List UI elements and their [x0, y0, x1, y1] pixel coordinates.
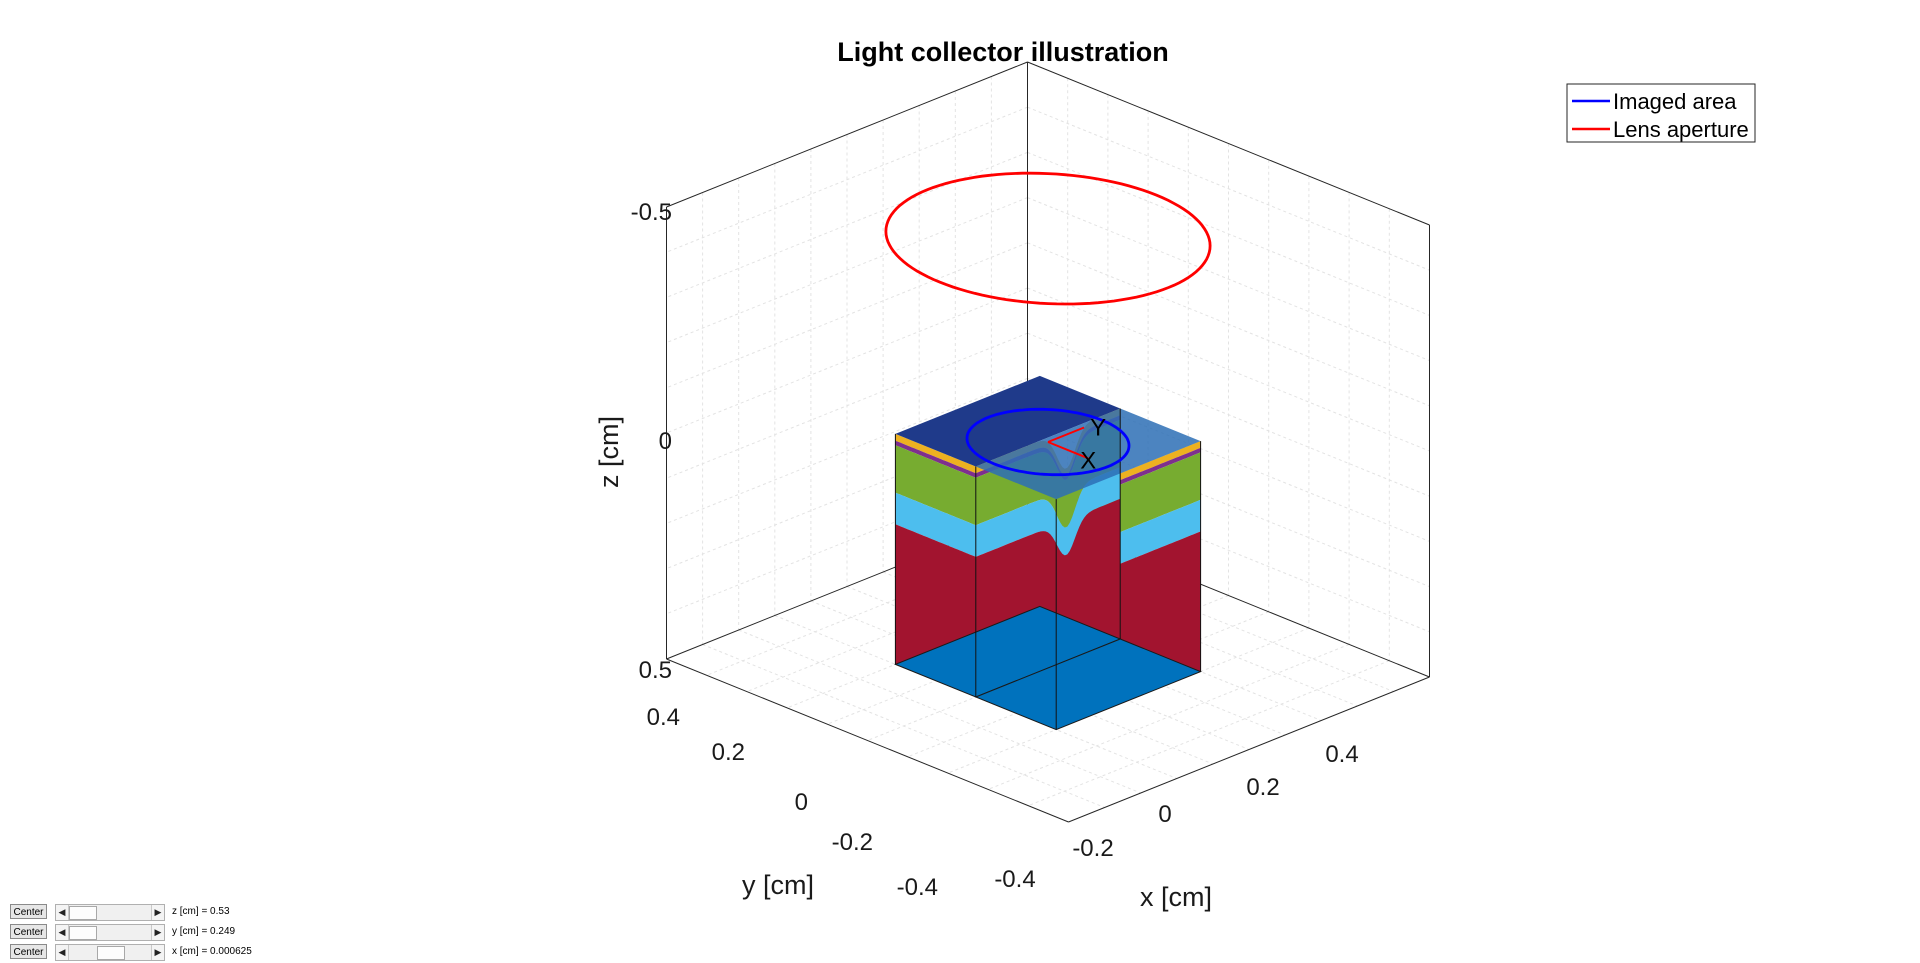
lens-aperture-ring [884, 171, 1212, 306]
face-yplus-left-green-layer [895, 445, 976, 526]
grid-line [1027, 332, 1430, 497]
frame-y-label: Y [1090, 415, 1106, 442]
legend-label-imaged-area: Imaged area [1613, 89, 1737, 114]
x-slider-left-arrow-icon[interactable]: ◀ [56, 945, 69, 960]
z-axis-label: z [cm] [594, 416, 624, 488]
x-tick: -0.4 [994, 866, 1035, 893]
legend-box [1566, 83, 1756, 143]
legend[interactable]: Imaged area Lens aperture [1566, 83, 1756, 143]
grid-line [702, 644, 1105, 808]
imaged-area-ring [965, 407, 1131, 477]
z-slider-right-arrow-icon[interactable]: ▶ [151, 905, 164, 920]
legend-label-lens-aperture: Lens aperture [1613, 117, 1749, 142]
y-axis-label: y [cm] [742, 870, 814, 900]
y-tick: -0.2 [832, 829, 873, 856]
grid-line [666, 287, 1028, 434]
z-slider-track[interactable] [69, 905, 151, 920]
y-tick: 0.4 [647, 704, 680, 731]
y-slider-thumb[interactable] [69, 926, 97, 940]
axes-box-edge [1068, 676, 1430, 823]
x-tick: 0.2 [1246, 774, 1279, 801]
grid-line [666, 332, 1028, 479]
grid-line [666, 151, 1028, 298]
grid-line [666, 106, 1028, 253]
frame-y-axis [1047, 426, 1085, 443]
z-center-button[interactable]: Center [10, 904, 47, 919]
grid-line [1027, 242, 1430, 407]
overlays: XY [884, 171, 1212, 477]
top-surface-right [975, 408, 1201, 500]
y-slider-right-arrow-icon[interactable]: ▶ [151, 925, 164, 940]
y-tick: 0.2 [712, 739, 745, 766]
x-tick: -0.2 [1072, 835, 1113, 862]
chart-title: Light collector illustration [837, 37, 1169, 67]
grid-line [1027, 106, 1430, 271]
x-tick: 0.4 [1325, 741, 1358, 768]
y-slider[interactable]: ◀ ▶ [55, 924, 165, 941]
z-slider[interactable]: ◀ ▶ [55, 904, 165, 921]
face-yplus-left-purple-layer [895, 440, 976, 478]
x-slider-right-arrow-icon[interactable]: ▶ [151, 945, 164, 960]
x-readout: x [cm] = 0.000625 [172, 946, 252, 957]
z-tick: 0.5 [639, 657, 672, 684]
x-center-button[interactable]: Center [10, 944, 47, 959]
x-tick-labels: -0.4 -0.2 0 0.2 0.4 [994, 741, 1358, 893]
axes-box-edge [666, 61, 1028, 208]
grid-line [666, 468, 1028, 615]
y-center-button[interactable]: Center [10, 924, 47, 939]
z-slider-left-arrow-icon[interactable]: ◀ [56, 905, 69, 920]
y-readout: y [cm] = 0.249 [172, 926, 236, 937]
grid-line [987, 643, 1350, 790]
grid-line [1027, 197, 1430, 362]
x-axis-label: x [cm] [1140, 882, 1212, 912]
y-slider-left-arrow-icon[interactable]: ◀ [56, 925, 69, 940]
y-tick: -0.4 [897, 874, 938, 901]
z-control-row: Center ◀ ▶ z [cm] = 0.53 [10, 904, 270, 921]
z-readout: z [cm] = 0.53 [172, 906, 230, 917]
x-slider-thumb[interactable] [97, 946, 125, 960]
y-tick-labels: 0.4 0.2 0 -0.2 -0.4 [647, 704, 938, 901]
face-yplus-left-lightblue-layer [895, 492, 976, 557]
x-slider[interactable]: ◀ ▶ [55, 944, 165, 961]
x-slider-track[interactable] [69, 945, 151, 960]
grid-line [1027, 287, 1430, 452]
y-control-row: Center ◀ ▶ y [cm] = 0.249 [10, 924, 270, 941]
face-cut-lightblue-layer [975, 467, 1121, 560]
y-tick: 0 [795, 789, 808, 816]
axes-box-edge [666, 658, 1069, 823]
z-slider-thumb[interactable] [69, 906, 97, 920]
frame-x-label: X [1080, 447, 1096, 474]
axes-box-edge [1027, 61, 1430, 226]
grid-line [738, 629, 1141, 794]
tissue-volume [894, 375, 1202, 731]
y-slider-track[interactable] [69, 925, 151, 940]
top-surface-left [895, 375, 1121, 467]
z-tick-labels: -0.5 0 0.5 [631, 199, 672, 684]
z-tick: 0 [659, 428, 672, 455]
grid-line [666, 377, 1028, 524]
grid-line [666, 197, 1028, 344]
x-control-row: Center ◀ ▶ x [cm] = 0.000625 [10, 944, 270, 961]
grid-line [666, 242, 1028, 389]
z-tick: -0.5 [631, 199, 672, 226]
x-tick: 0 [1158, 801, 1171, 828]
grid-line [666, 423, 1028, 570]
frame-x-axis [1047, 441, 1089, 460]
face-yplus-left-orange-layer [895, 433, 976, 474]
